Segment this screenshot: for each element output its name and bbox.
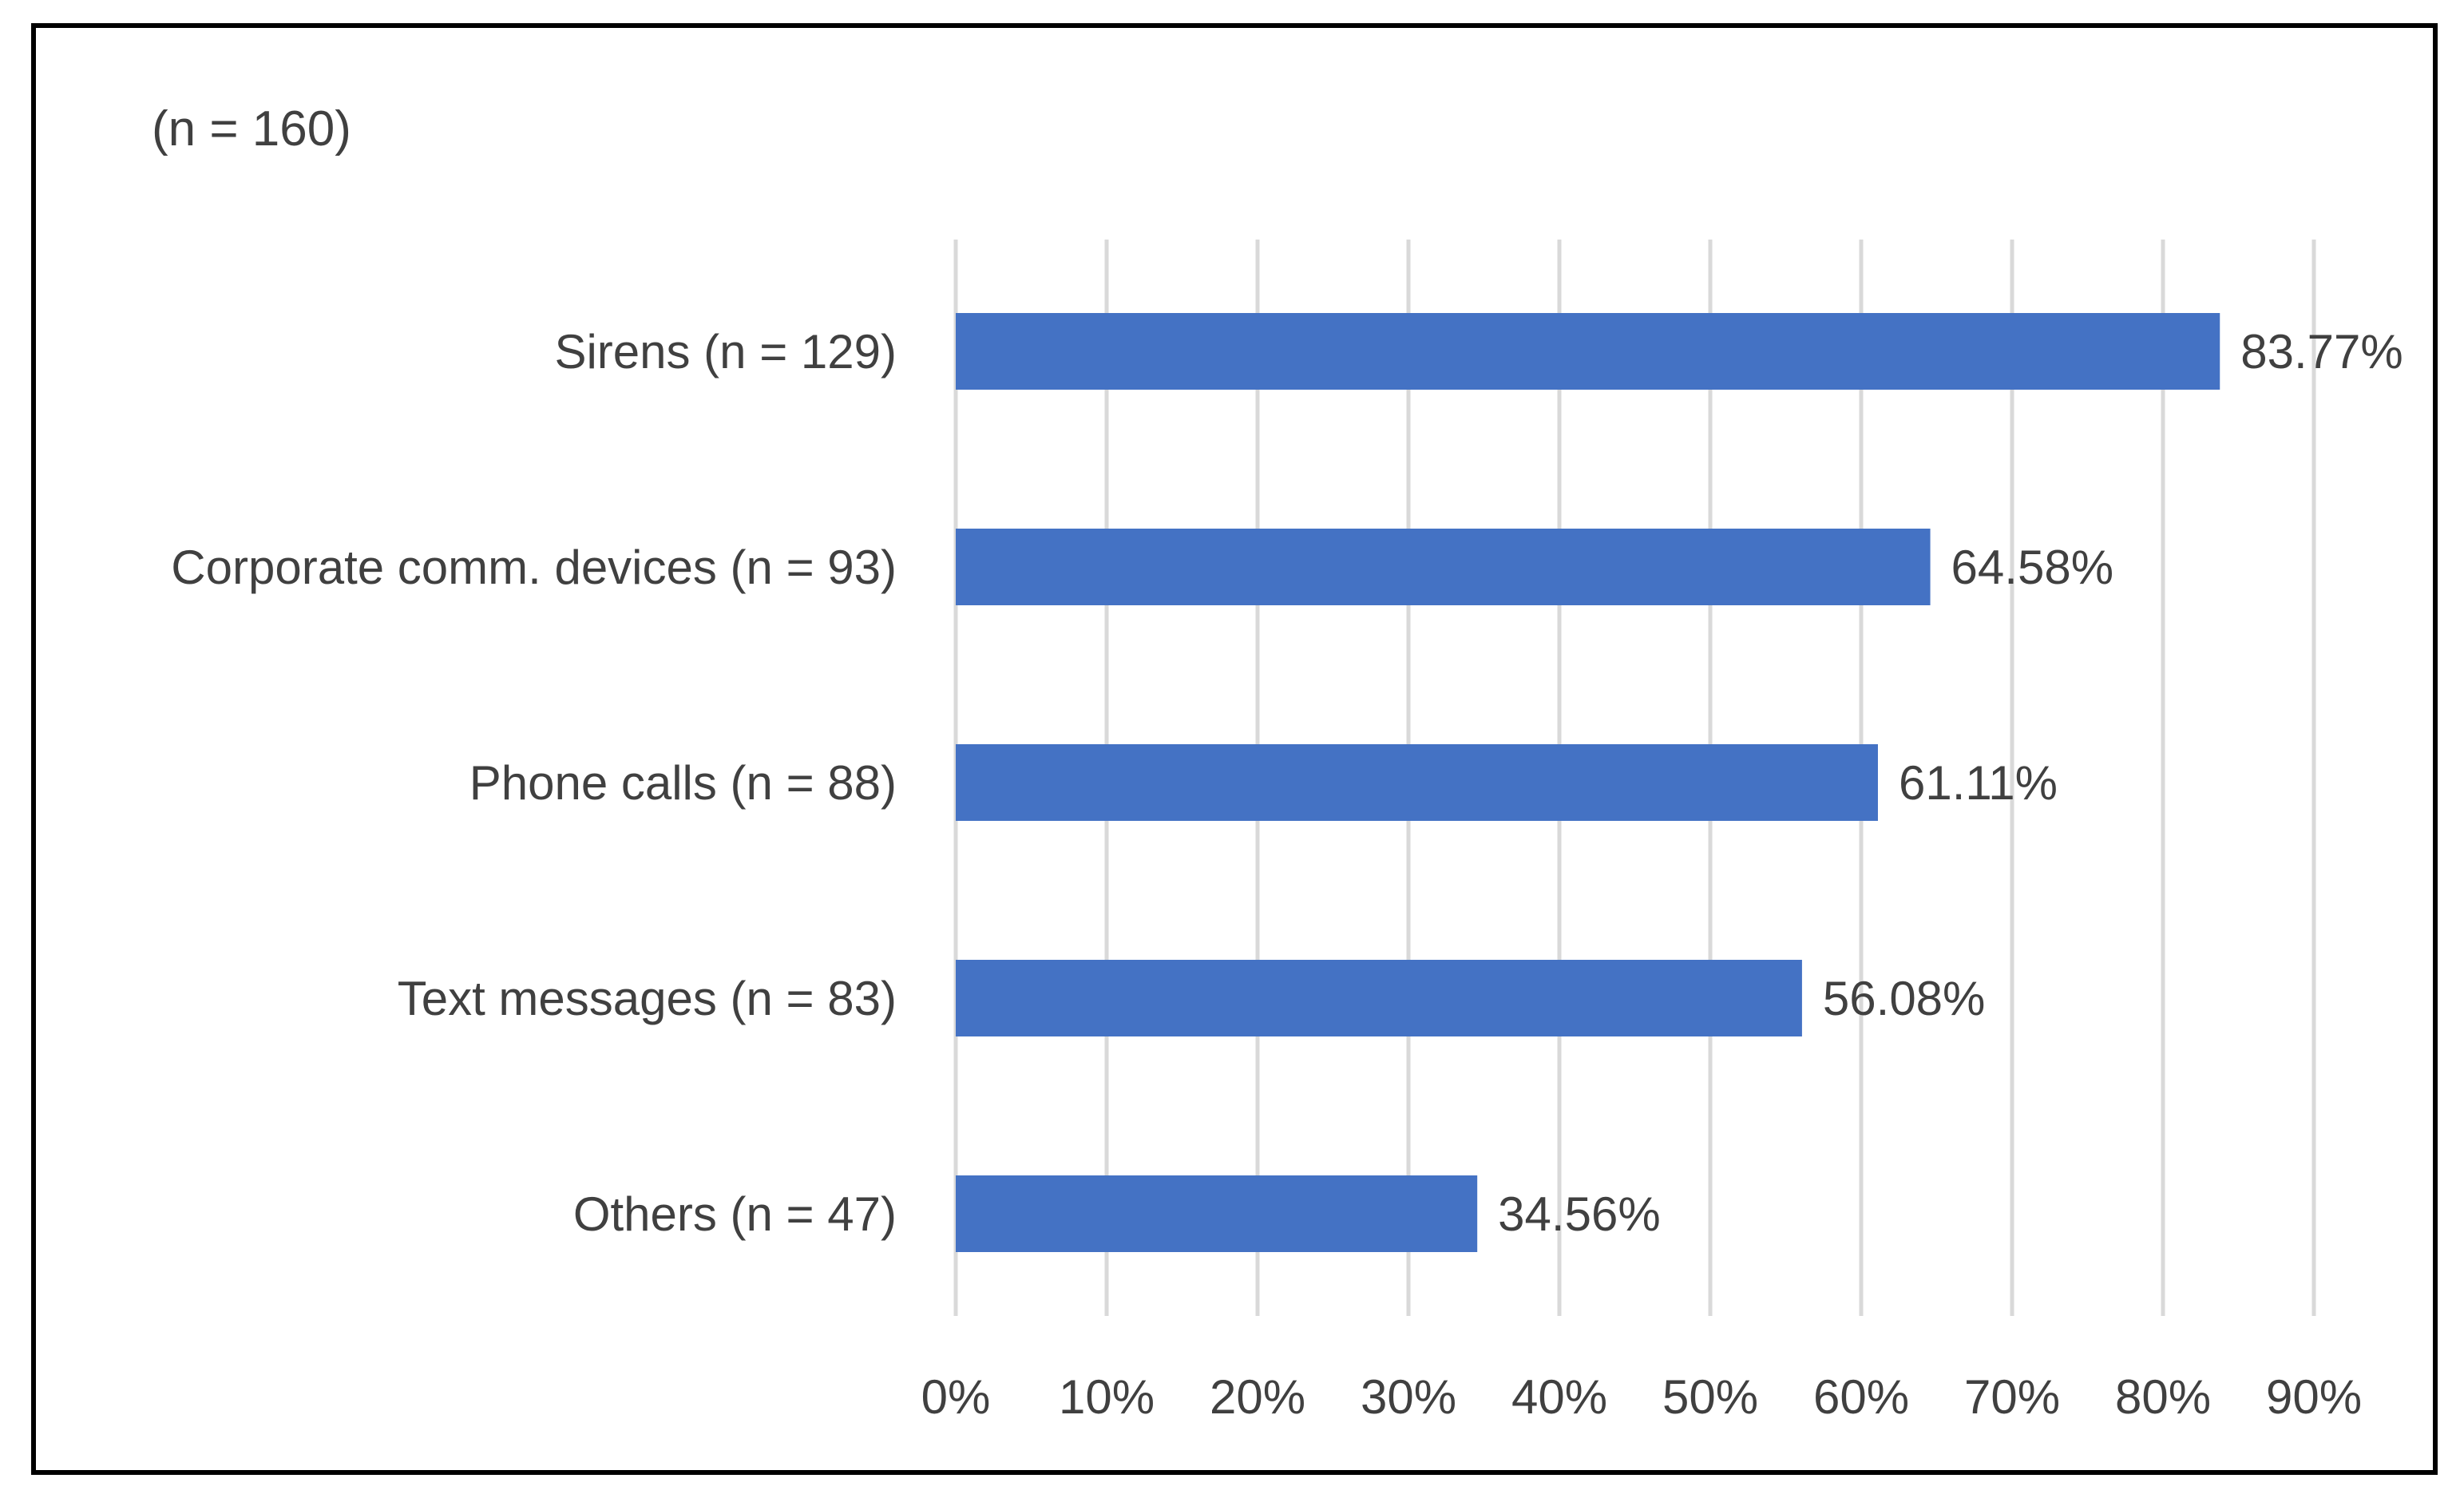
bar <box>956 1175 1478 1252</box>
category-label: Corporate comm. devices (n = 93) <box>171 541 897 594</box>
data-label: 56.08% <box>1823 972 1986 1025</box>
x-tick-label: 70% <box>1964 1370 2060 1424</box>
data-label: 34.56% <box>1498 1187 1661 1241</box>
category-label: Sirens (n = 129) <box>554 325 897 378</box>
x-tick-label: 50% <box>1662 1370 1758 1424</box>
x-axis-tick-labels: 0% 10% 20% 30% 40% 50% 60% 70% 80% 90% <box>921 1370 2362 1424</box>
category-label: Others (n = 47) <box>573 1187 897 1241</box>
bar <box>956 960 1802 1036</box>
data-label: 64.58% <box>1951 541 2114 594</box>
category-label: Phone calls (n = 88) <box>469 756 897 810</box>
x-tick-label: 60% <box>1813 1370 1909 1424</box>
bar <box>956 744 1878 821</box>
x-tick-label: 80% <box>2115 1370 2211 1424</box>
bars <box>956 313 2220 1252</box>
data-label: 61.11% <box>1899 756 2058 810</box>
x-tick-label: 10% <box>1059 1370 1155 1424</box>
data-labels: 83.77% 64.58% 61.11% 56.08% 34.56% <box>1498 325 2403 1241</box>
x-tick-label: 30% <box>1361 1370 1456 1424</box>
category-label: Text messages (n = 83) <box>398 972 897 1025</box>
data-label: 83.77% <box>2240 325 2403 378</box>
bar <box>956 529 1931 605</box>
x-tick-label: 0% <box>921 1370 991 1424</box>
x-tick-label: 90% <box>2266 1370 2362 1424</box>
category-labels: Sirens (n = 129) Corporate comm. devices … <box>171 325 897 1241</box>
bar <box>956 313 2220 390</box>
x-tick-label: 40% <box>1511 1370 1607 1424</box>
x-tick-label: 20% <box>1210 1370 1305 1424</box>
chart-subtitle: (n = 160) <box>152 101 351 157</box>
gridlines <box>953 240 2316 1316</box>
